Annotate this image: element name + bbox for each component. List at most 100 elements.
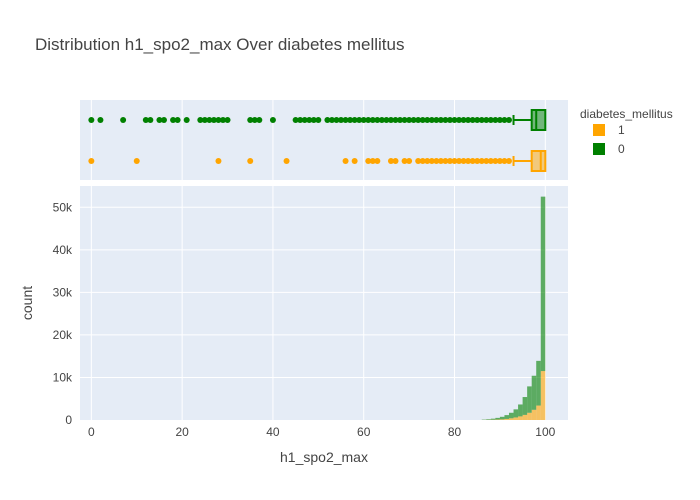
outlier-point [505, 158, 512, 164]
legend-label: 0 [618, 142, 625, 156]
outlier-point [451, 158, 458, 164]
legend-item-1[interactable]: 1 [593, 123, 625, 137]
outlier-point [351, 158, 358, 164]
outlier-point [197, 117, 204, 123]
outlier-point [310, 117, 317, 123]
outlier-point [406, 117, 413, 123]
outlier-point [301, 117, 308, 123]
outlier-point [378, 117, 385, 123]
box-iqr [530, 109, 547, 131]
histogram-bar-0 [518, 404, 523, 417]
outlier-point [292, 117, 299, 123]
outlier-point [478, 158, 485, 164]
outlier-point [356, 117, 363, 123]
histogram-bar-0 [540, 196, 546, 372]
histogram-bar-0 [527, 386, 532, 413]
outlier-point [342, 117, 349, 123]
y-tick-label: 10k [53, 370, 73, 384]
histogram-bar-1 [527, 412, 532, 420]
histogram-bars [481, 196, 546, 420]
box-plot-1 [88, 150, 547, 172]
outlier-point [338, 117, 345, 123]
histogram-bar-1 [499, 419, 505, 420]
outlier-point [219, 117, 226, 123]
outlier-point [351, 117, 358, 123]
outlier-point [247, 158, 254, 164]
outlier-point [496, 117, 503, 123]
histogram-bar-1 [522, 414, 528, 420]
x-tick-label: 100 [535, 425, 555, 439]
histogram-bar-0 [495, 417, 500, 420]
outlier-point [315, 117, 322, 123]
legend-label: 1 [618, 123, 625, 137]
x-axis-title: h1_spo2_max [280, 449, 368, 465]
outlier-point [465, 117, 472, 123]
outlier-point [474, 158, 481, 164]
outlier-point [456, 117, 463, 123]
histogram-bar-0 [531, 375, 537, 410]
outlier-point [88, 158, 95, 164]
outlier-point [210, 117, 217, 123]
outlier-point [306, 117, 313, 123]
outlier-point [333, 117, 340, 123]
outlier-point [401, 158, 408, 164]
outlier-point [383, 117, 390, 123]
outlier-point [446, 158, 453, 164]
marginal-box-plots [88, 109, 547, 172]
outlier-point [120, 117, 127, 123]
histogram-bar-1 [518, 416, 523, 420]
outlier-point [487, 117, 494, 123]
outlier-point [269, 117, 276, 123]
histogram-plot-area [80, 186, 568, 420]
y-tick-label: 30k [53, 285, 73, 299]
outlier-point [374, 158, 381, 164]
outlier-point [201, 117, 208, 123]
outlier-point [460, 117, 467, 123]
outlier-point [387, 117, 394, 123]
histogram-bar-0 [504, 415, 509, 419]
outlier-point [133, 158, 140, 164]
histogram-bar-0 [499, 416, 505, 420]
histogram-bar-0 [508, 412, 514, 419]
outlier-point [369, 117, 376, 123]
x-tick-label: 40 [266, 425, 280, 439]
outlier-point [492, 117, 499, 123]
outlier-point [88, 117, 95, 123]
outlier-point [415, 117, 422, 123]
outlier-point [160, 117, 167, 123]
outlier-point [501, 117, 508, 123]
outlier-point [256, 117, 263, 123]
outlier-point [215, 158, 222, 164]
outlier-point [469, 117, 476, 123]
outlier-point [496, 158, 503, 164]
outlier-point [492, 158, 499, 164]
x-tick-label: 20 [175, 425, 189, 439]
legend-swatch [593, 143, 605, 155]
histogram-bar-1 [540, 371, 546, 420]
outlier-point [437, 117, 444, 123]
legend-item-0[interactable]: 0 [593, 142, 625, 156]
x-tick-label: 0 [88, 425, 95, 439]
outlier-point [170, 117, 177, 123]
y-axis-title: count [19, 286, 35, 320]
y-tick-label: 40k [53, 243, 73, 257]
outlier-point [505, 117, 512, 123]
outlier-point [365, 158, 372, 164]
outlier-point [451, 117, 458, 123]
outlier-point [446, 117, 453, 123]
histogram-bar-0 [536, 360, 541, 406]
chart-title: Distribution h1_spo2_max Over diabetes m… [35, 35, 404, 54]
outlier-point [392, 158, 399, 164]
outlier-point [142, 117, 149, 123]
histogram-bar-0 [490, 418, 496, 420]
x-tick-labels: 0 20 40 60 80 100 [88, 425, 556, 439]
outlier-point [174, 117, 181, 123]
histogram-bar-1 [536, 405, 541, 420]
outlier-point [387, 158, 394, 164]
outlier-point [483, 158, 490, 164]
outlier-point [97, 117, 104, 123]
outlier-point [424, 117, 431, 123]
histogram-bar-0 [486, 419, 491, 420]
box-plot-0 [88, 109, 547, 131]
outlier-point [347, 117, 354, 123]
